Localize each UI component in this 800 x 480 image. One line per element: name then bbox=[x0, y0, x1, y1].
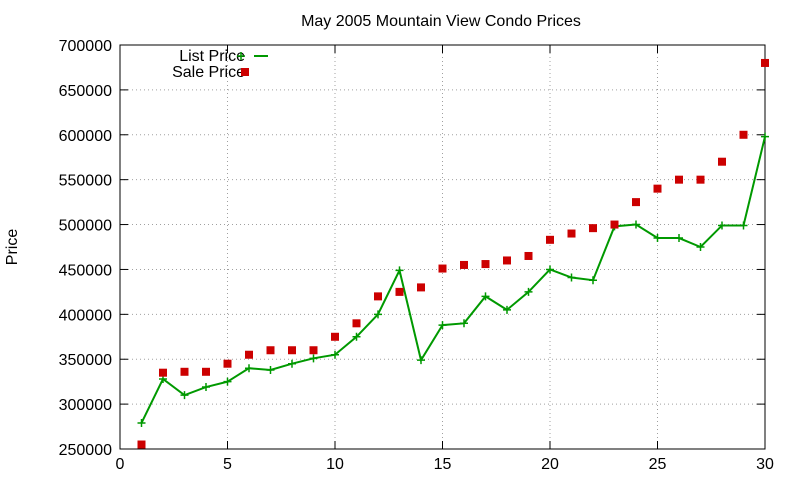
list-price-point bbox=[266, 365, 275, 374]
sale-price-point bbox=[395, 287, 404, 296]
tick-labels: 250000 300000 350000 400000 450000 500000 5500… bbox=[59, 38, 774, 473]
list-price-point bbox=[245, 364, 253, 373]
list-price-point bbox=[567, 273, 576, 282]
y-axis-label: Price bbox=[4, 229, 21, 266]
sale-price-point bbox=[374, 292, 382, 301]
list-price-line bbox=[140, 136, 766, 424]
sale-price-point bbox=[761, 58, 769, 67]
list-price-point bbox=[481, 292, 490, 301]
list-price-point bbox=[395, 266, 404, 275]
list-price-point bbox=[223, 377, 232, 386]
grid bbox=[120, 45, 765, 449]
sale-price-point bbox=[460, 260, 468, 269]
y-tick-label: 450000 bbox=[59, 262, 112, 279]
list-price-point bbox=[438, 321, 447, 330]
list-price-point bbox=[589, 276, 597, 285]
sale-price-point bbox=[245, 350, 253, 359]
y-tick-label: 700000 bbox=[59, 38, 112, 55]
y-tick-label: 250000 bbox=[59, 442, 112, 459]
y-tick-label: 400000 bbox=[59, 307, 112, 324]
sale-price-point bbox=[610, 220, 619, 229]
y-tick-label: 300000 bbox=[59, 397, 112, 414]
list-price-point bbox=[503, 305, 511, 314]
sale-price-point bbox=[438, 264, 447, 273]
legend-swatch-sale-price bbox=[241, 68, 249, 76]
list-price-point bbox=[739, 221, 748, 230]
sale-price-point bbox=[675, 175, 683, 184]
sale-price-point bbox=[739, 130, 748, 139]
x-tick-label: 20 bbox=[541, 456, 559, 473]
y-tick-label: 350000 bbox=[59, 352, 112, 369]
list-price-point bbox=[524, 287, 533, 296]
list-price-point bbox=[460, 319, 468, 328]
sale-price-point bbox=[266, 346, 275, 355]
x-tick-label: 15 bbox=[434, 456, 452, 473]
sale-price-point bbox=[309, 346, 318, 355]
chart-title: May 2005 Mountain View Condo Prices bbox=[301, 13, 581, 30]
sale-price-series bbox=[137, 58, 769, 449]
list-price-point bbox=[696, 243, 705, 251]
sale-price-point bbox=[202, 367, 210, 376]
list-price-series bbox=[137, 132, 769, 427]
list-price-point bbox=[653, 234, 662, 243]
sale-price-point bbox=[653, 184, 662, 193]
list-price-point bbox=[180, 391, 189, 400]
y-tick-label: 500000 bbox=[59, 218, 112, 235]
y-tick-label: 550000 bbox=[59, 173, 112, 190]
legend-label-list-price: List Price bbox=[179, 48, 245, 65]
x-tick-label: 25 bbox=[649, 456, 667, 473]
list-price-point bbox=[417, 356, 425, 365]
list-price-point bbox=[352, 332, 361, 341]
list-price-point bbox=[331, 350, 339, 359]
x-tick-label: 10 bbox=[326, 456, 344, 473]
list-price-point bbox=[675, 234, 683, 243]
sale-price-point bbox=[481, 260, 490, 269]
sale-price-point bbox=[417, 283, 425, 292]
legend-marker-list-price bbox=[237, 52, 245, 60]
list-price-point bbox=[137, 418, 146, 427]
axes bbox=[119, 44, 766, 450]
list-price-point bbox=[288, 359, 296, 368]
sale-price-point bbox=[524, 251, 533, 260]
sale-price-point bbox=[567, 229, 576, 238]
sale-price-point bbox=[503, 256, 511, 265]
x-tick-label: 0 bbox=[116, 456, 125, 473]
sale-price-point bbox=[137, 440, 146, 449]
legend-label-sale-price: Sale Price bbox=[172, 64, 245, 81]
y-tick-label: 600000 bbox=[59, 128, 112, 145]
list-price-point bbox=[761, 132, 769, 141]
y-tick-label: 650000 bbox=[59, 83, 112, 100]
list-price-point bbox=[374, 310, 382, 319]
list-price-point bbox=[309, 354, 318, 363]
sale-price-point bbox=[546, 235, 554, 244]
sale-price-point bbox=[632, 198, 640, 207]
list-price-point bbox=[546, 265, 554, 274]
sale-price-point bbox=[331, 332, 339, 341]
sale-price-point bbox=[159, 368, 167, 377]
sale-price-point bbox=[589, 224, 597, 233]
sale-price-point bbox=[288, 346, 296, 355]
list-price-point bbox=[718, 221, 726, 230]
x-tick-label: 30 bbox=[756, 456, 774, 473]
sale-price-point bbox=[352, 319, 361, 328]
list-price-point bbox=[632, 220, 640, 229]
sale-price-point bbox=[696, 175, 705, 184]
series-layer bbox=[137, 58, 769, 449]
list-price-point bbox=[202, 383, 210, 392]
sale-price-point bbox=[718, 157, 726, 166]
sale-price-point bbox=[223, 359, 232, 368]
x-tick-label: 5 bbox=[223, 456, 232, 473]
sale-price-point bbox=[180, 367, 189, 376]
